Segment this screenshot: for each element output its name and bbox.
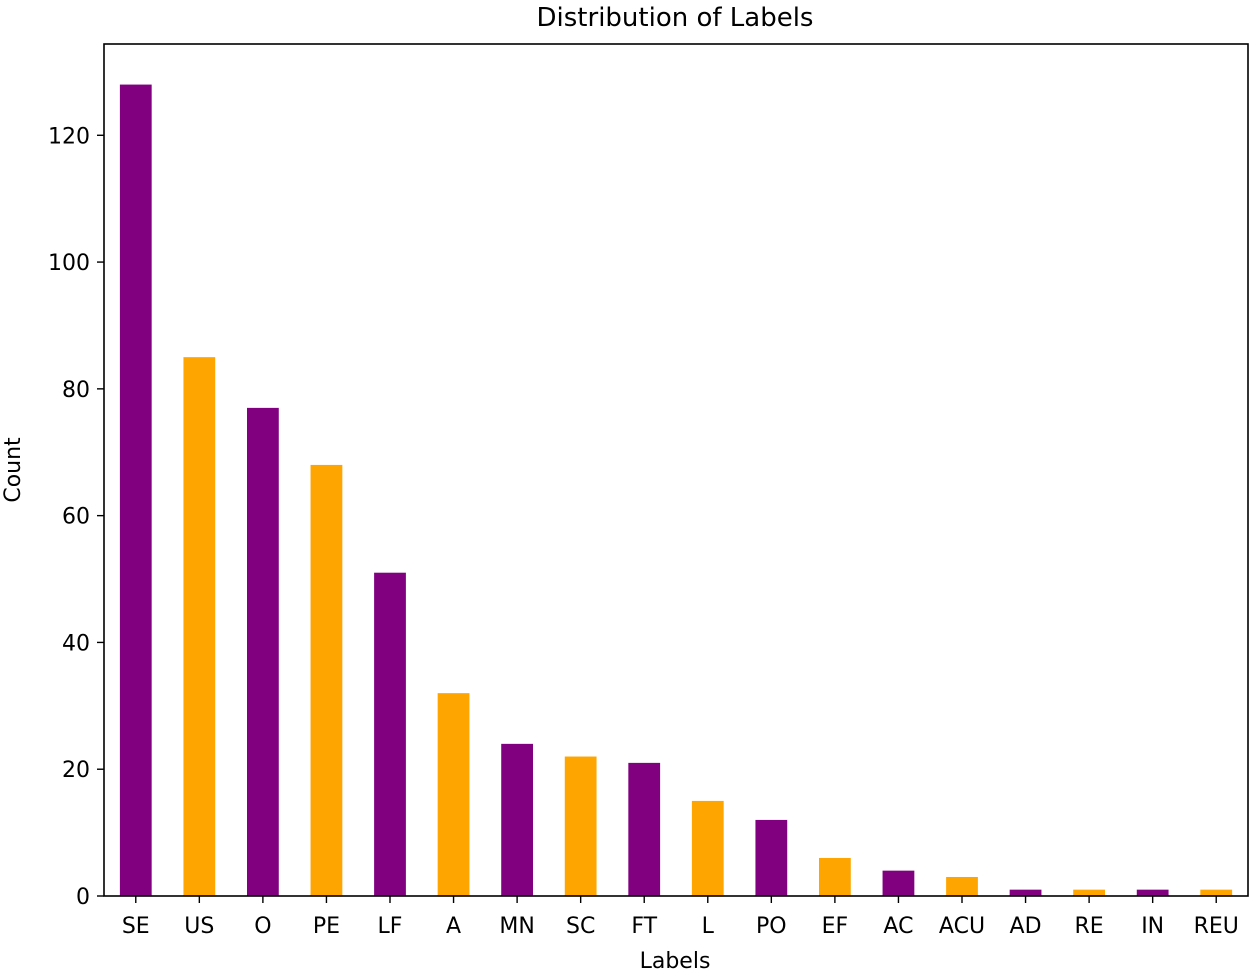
bars-layer bbox=[119, 84, 1233, 897]
x-tick-label: LF bbox=[378, 914, 403, 939]
x-tick-label: EF bbox=[822, 914, 849, 939]
x-tick-label: REU bbox=[1194, 914, 1239, 939]
x-tick-label: A bbox=[446, 914, 461, 939]
x-tick-label: AD bbox=[1010, 914, 1042, 939]
y-tick-label: 20 bbox=[62, 758, 90, 783]
bar-lf bbox=[374, 572, 406, 896]
x-axis: SE US O PE LF A MN SC FT L PO EF AC ACU AD RE IN REU bbox=[122, 896, 1239, 939]
bar-pe bbox=[310, 464, 343, 896]
bar-mn bbox=[501, 743, 533, 896]
bar-ft bbox=[628, 762, 661, 896]
bar-se bbox=[119, 84, 152, 897]
y-tick-label: 60 bbox=[62, 505, 90, 530]
bar-re bbox=[1073, 889, 1105, 896]
x-tick-label: SE bbox=[122, 914, 150, 939]
y-axis-title: Count bbox=[1, 437, 26, 503]
bar-sc bbox=[564, 756, 597, 896]
chart-title: Distribution of Labels bbox=[537, 3, 814, 33]
x-axis-title: Labels bbox=[640, 949, 711, 974]
x-tick-label: AC bbox=[883, 914, 913, 939]
bar-l bbox=[691, 800, 724, 896]
bar-ac bbox=[882, 870, 915, 896]
y-tick-label: 80 bbox=[62, 378, 90, 403]
bar-o bbox=[247, 407, 279, 896]
bar-po bbox=[755, 819, 788, 896]
bar-reu bbox=[1200, 889, 1233, 896]
x-tick-label: PE bbox=[313, 914, 340, 939]
y-tick-label: 120 bbox=[48, 124, 90, 149]
y-tick-label: 40 bbox=[62, 631, 90, 656]
bar-in bbox=[1136, 889, 1169, 896]
x-tick-label: FT bbox=[631, 914, 657, 939]
y-axis: 0 20 40 60 80 100 120 bbox=[48, 124, 104, 910]
x-tick-label: IN bbox=[1141, 914, 1164, 939]
x-tick-label: PO bbox=[756, 914, 787, 939]
x-tick-label: US bbox=[184, 914, 214, 939]
bar-ad bbox=[1009, 889, 1042, 896]
y-tick-label: 100 bbox=[48, 251, 90, 276]
x-tick-label: SC bbox=[566, 914, 595, 939]
x-tick-label: RE bbox=[1075, 914, 1104, 939]
bar-acu bbox=[946, 876, 978, 896]
bar-us bbox=[183, 357, 216, 896]
x-tick-label: ACU bbox=[939, 914, 985, 939]
x-tick-label: O bbox=[254, 914, 271, 939]
bar-ef bbox=[819, 857, 851, 896]
x-tick-label: L bbox=[702, 914, 715, 939]
x-tick-label: MN bbox=[499, 914, 534, 939]
y-tick-label: 0 bbox=[76, 885, 90, 910]
plot-frame bbox=[103, 43, 1249, 897]
bar-a bbox=[437, 693, 470, 896]
